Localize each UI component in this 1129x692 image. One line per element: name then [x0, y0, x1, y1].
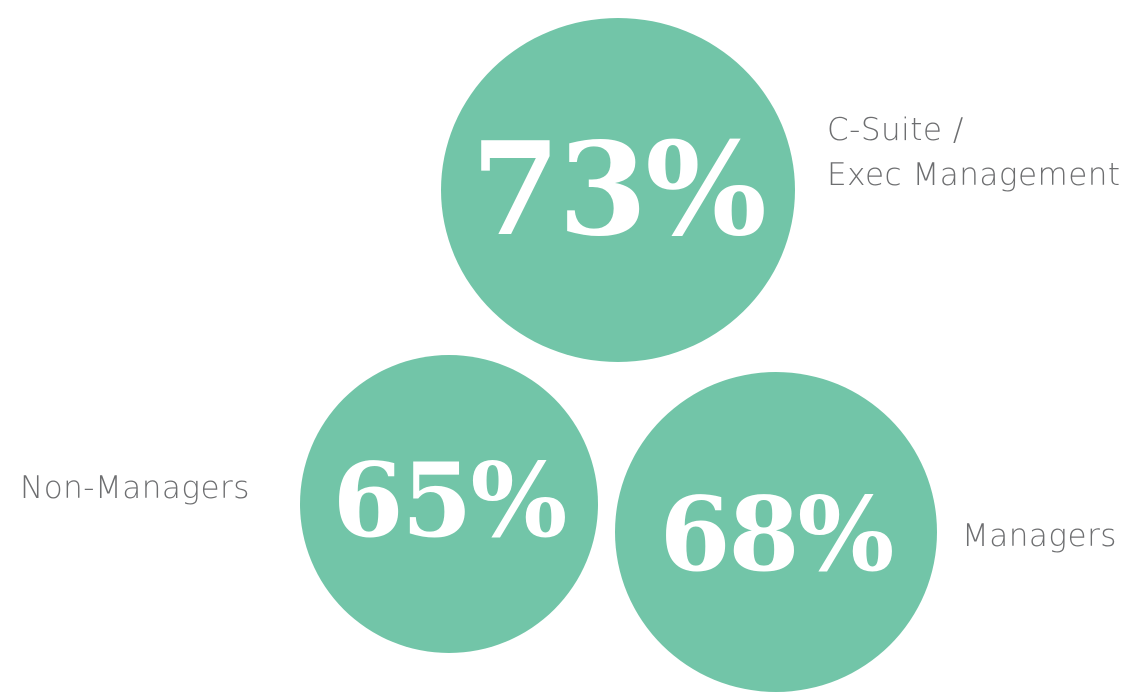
value-label-non-managers: 65%	[332, 441, 568, 561]
bubble-non-managers: 65%	[300, 355, 598, 653]
category-label-c-suite-line-1: C-Suite /	[827, 112, 964, 148]
category-label-non-managers-line-1: Non-Managers	[20, 470, 250, 506]
value-label-managers: 68%	[659, 475, 895, 595]
bubble-c-suite: 73%	[441, 18, 795, 362]
category-label-managers: Managers	[962, 514, 1117, 559]
category-label-c-suite-line-2: Exec Management	[827, 157, 1121, 193]
category-label-managers-line-1: Managers	[962, 518, 1117, 554]
value-label-c-suite: 73%	[471, 115, 767, 265]
category-label-c-suite: C-Suite / Exec Management	[827, 108, 1121, 198]
category-label-non-managers: Non-Managers	[20, 466, 250, 511]
bubble-managers: 68%	[615, 372, 937, 692]
